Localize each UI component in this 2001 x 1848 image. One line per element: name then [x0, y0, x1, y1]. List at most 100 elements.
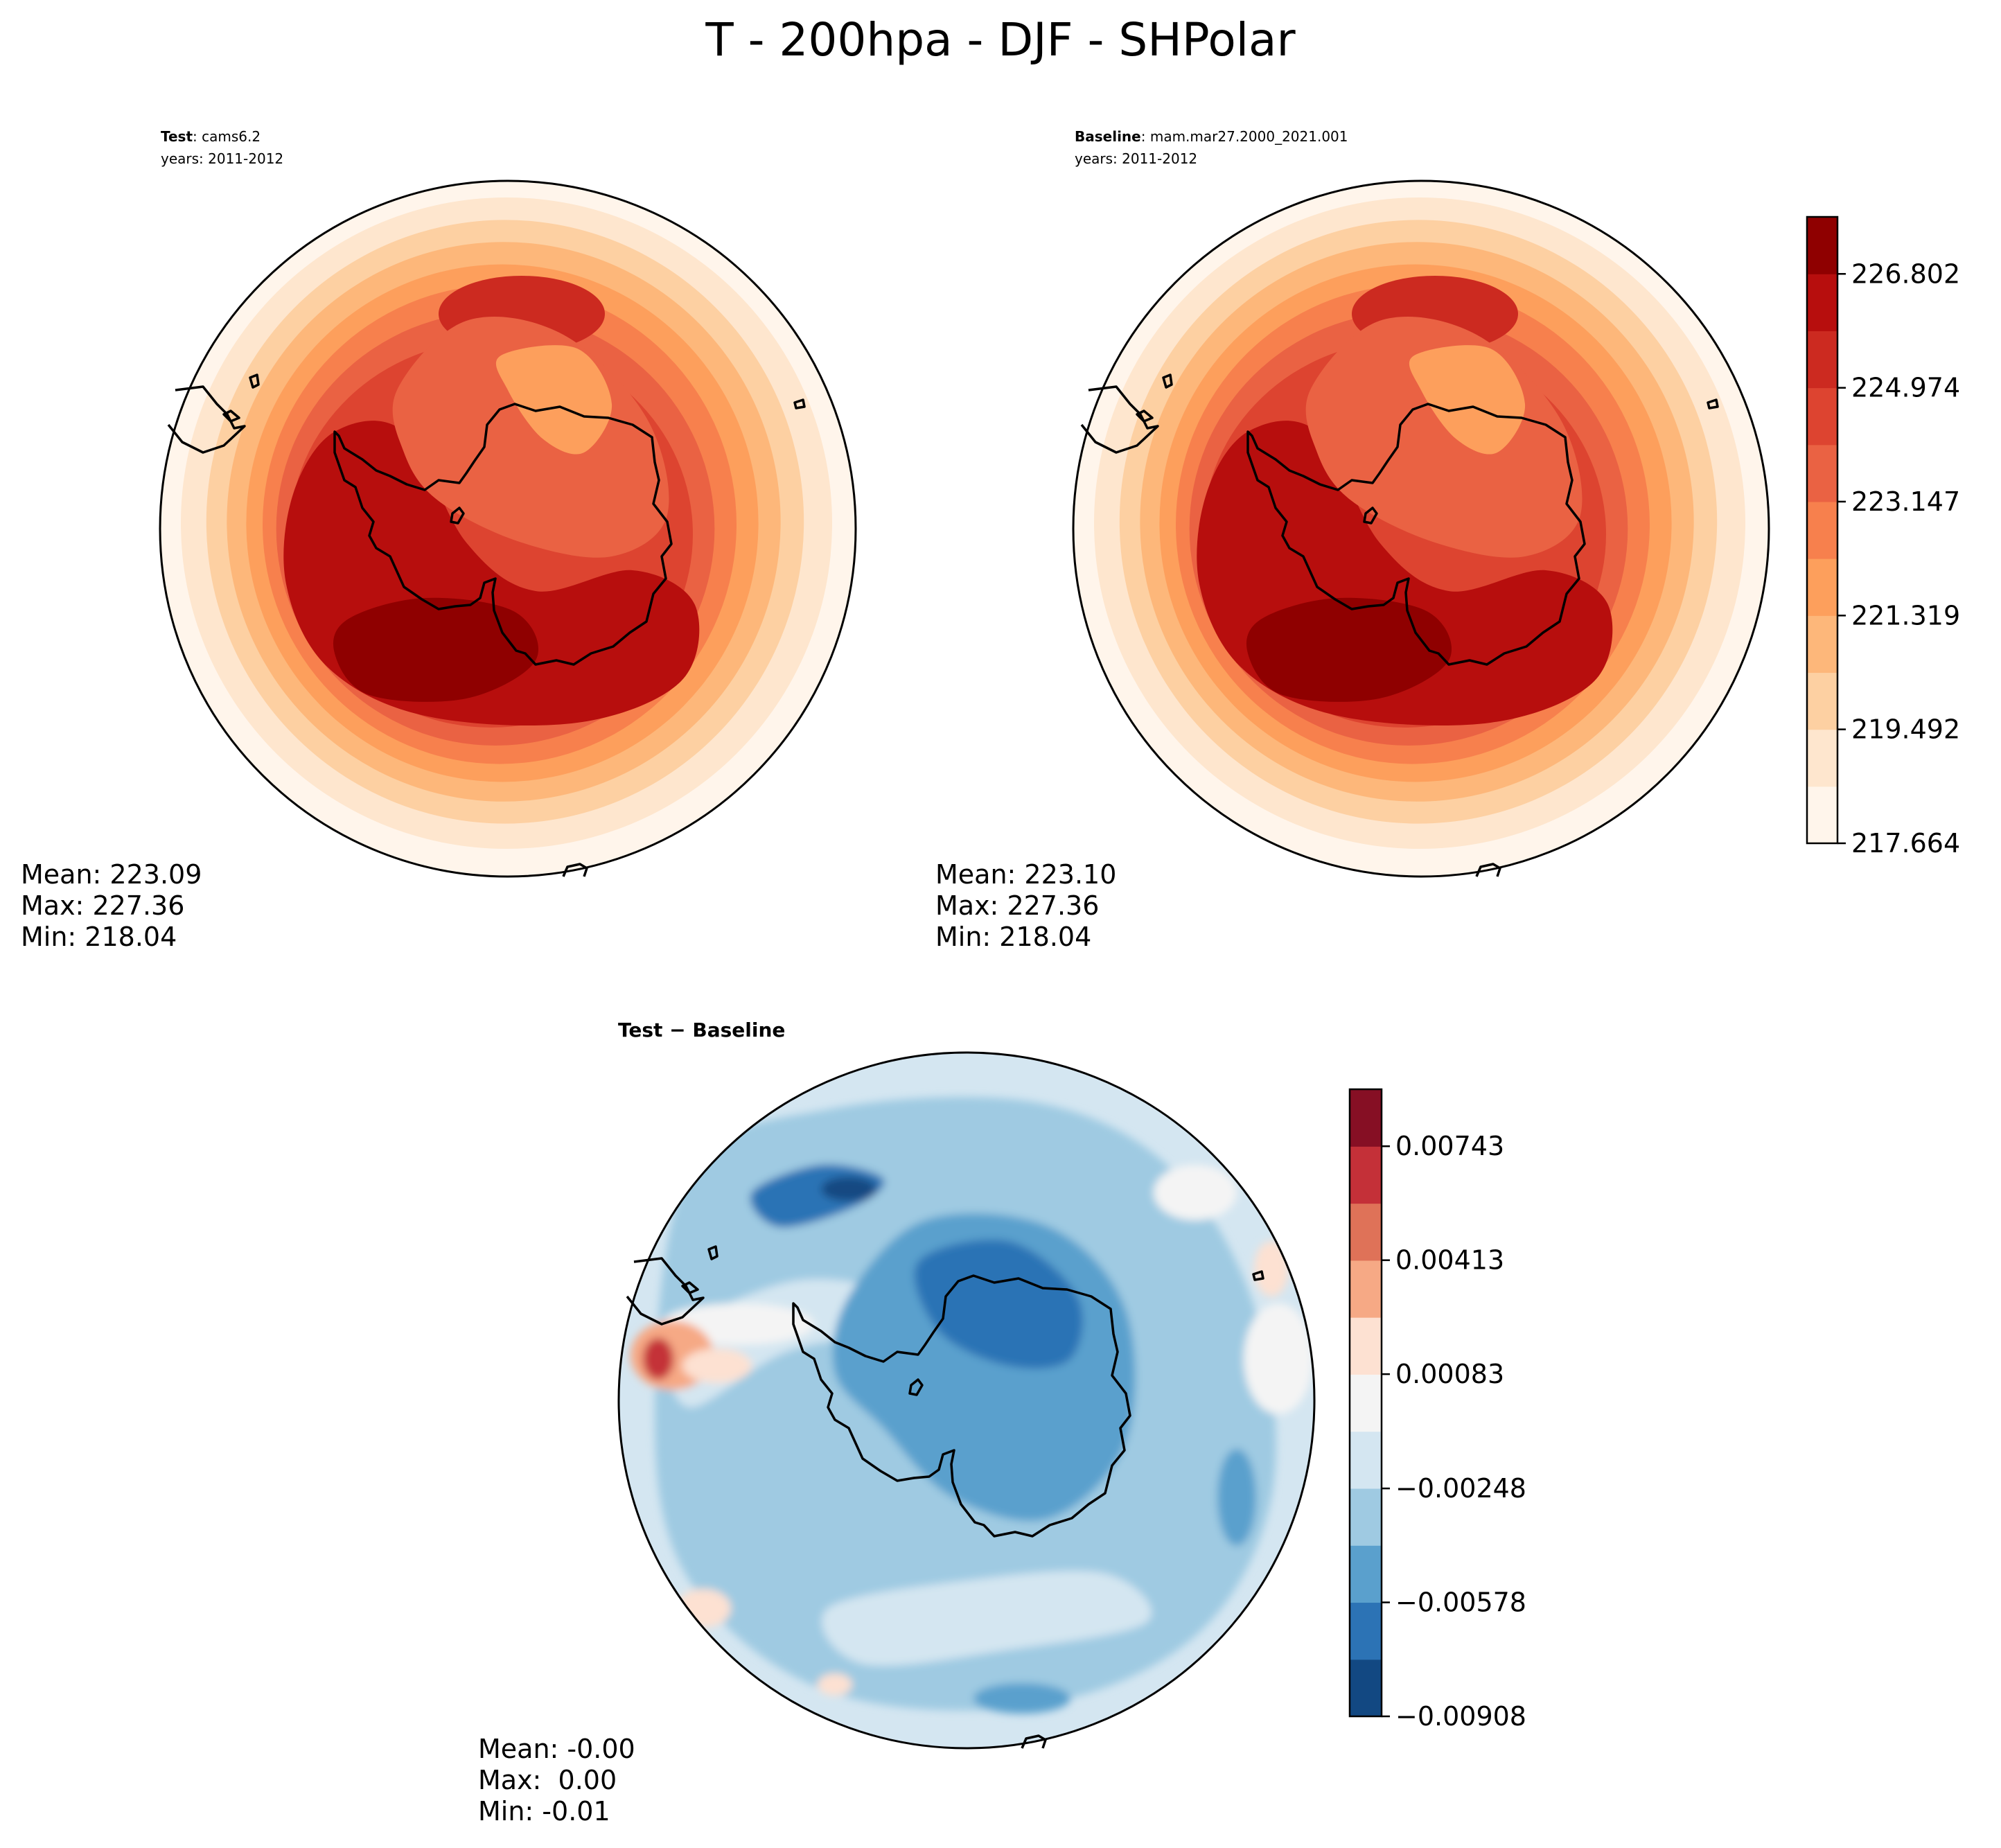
- colorbar-absolute-level-4: [1807, 558, 1837, 616]
- coast-south-america-tip: [562, 863, 588, 877]
- colorbar-absolute-tick-label: 223.147: [1851, 486, 1960, 517]
- figure-title: T - 200hpa - DJF - SHPolar: [705, 13, 1296, 67]
- coast-nz-coast-2: [222, 410, 240, 423]
- diff-level-2: [1217, 1449, 1256, 1546]
- colorbar-difference-level-9: [1350, 1146, 1382, 1204]
- map-boundary: [617, 1051, 1316, 1750]
- coast-nz-coast-2: [1136, 410, 1154, 423]
- diff-level-5: [1154, 1165, 1237, 1220]
- coast-south-america-tip: [1475, 863, 1501, 877]
- field-level-10: [333, 597, 539, 702]
- colorbar-difference-level-3: [1350, 1488, 1382, 1546]
- coast-small-island-2: [1707, 398, 1719, 410]
- colorbar-absolute-level-1: [1807, 729, 1837, 787]
- panel-test-subtitle: years: 2011-2012: [161, 150, 283, 167]
- diff-level-5: [1244, 1303, 1313, 1414]
- diff-level-6: [682, 1348, 752, 1383]
- colorbar-difference-tick-label: −0.00908: [1395, 1701, 1526, 1732]
- colorbar-difference-level-7: [1350, 1260, 1382, 1318]
- coast-small-island-1: [1162, 373, 1173, 389]
- panel-baseline-stats: Mean: 223.10 Max: 227.36 Min: 218.04: [935, 859, 1116, 952]
- diff-level-4: [822, 1571, 1152, 1666]
- baseline-coastlines: [1080, 373, 1719, 877]
- temperature-field: [160, 181, 856, 877]
- stat-max: Max: 227.36: [935, 890, 1099, 921]
- colorbar-difference-tick-label: 0.00413: [1395, 1245, 1504, 1276]
- colorbar-difference-tick-label: −0.00248: [1395, 1473, 1526, 1504]
- coast-peninsula-island: [1363, 507, 1378, 525]
- colorbar-absolute-level-3: [1807, 615, 1837, 674]
- map-boundary: [159, 179, 857, 878]
- colorbar-difference-level-1: [1350, 1602, 1382, 1660]
- panel-difference-stats: Mean: -0.00 Max: 0.00 Min: -0.01: [478, 1734, 635, 1827]
- colorbar-absolute-tick-label: 221.319: [1851, 600, 1960, 631]
- diff-level-2: [973, 1683, 1070, 1714]
- stat-min: Min: 218.04: [21, 922, 177, 952]
- colorbar-absolute-tick-label: 219.492: [1851, 714, 1960, 745]
- coast-nz-coast: [1080, 385, 1159, 454]
- coast-nz-coast: [626, 1257, 705, 1326]
- colorbar-difference-outline: [1348, 1088, 1383, 1718]
- field-level-4: [1409, 345, 1526, 455]
- colorbar-absolute-level-10: [1807, 217, 1837, 274]
- coast-antarctica: [792, 1274, 1131, 1538]
- baseline-map: [1073, 181, 1769, 877]
- colorbar-absolute-level-8: [1807, 331, 1837, 389]
- colorbar-difference: −0.00908 −0.00578 −0.00248 0.00083 0.00413 0.…: [1348, 1088, 1526, 1732]
- stat-min: Min: -0.01: [478, 1796, 610, 1827]
- coast-nz-coast: [167, 385, 246, 454]
- colorbar-difference-level-8: [1350, 1203, 1382, 1261]
- stat-min: Min: 218.04: [935, 922, 1091, 952]
- colorbar-absolute-outline: [1806, 215, 1839, 845]
- temperature-field: [1073, 181, 1769, 877]
- diff-level-0: [821, 1177, 876, 1202]
- coast-antarctica: [1246, 403, 1586, 666]
- coast-small-island-1: [249, 373, 260, 389]
- test-map: [160, 181, 856, 877]
- coast-peninsula-island: [450, 507, 465, 525]
- colorbar-absolute-level-6: [1807, 444, 1837, 502]
- stat-mean: Mean: 223.10: [935, 859, 1116, 890]
- coast-peninsula-island: [908, 1378, 924, 1396]
- colorbar-difference-tick-label: 0.00083: [1395, 1359, 1504, 1389]
- panel-test: Test: cams6.2 years: 2011-2012 Mean: 223…: [21, 128, 857, 952]
- colorbar-difference-tick-label: −0.00578: [1395, 1587, 1526, 1618]
- panel-baseline-title: Baseline: mam.mar27.2000_2021.001: [1075, 128, 1348, 145]
- coast-antarctica: [333, 403, 673, 666]
- coast-small-island-2: [1252, 1270, 1264, 1281]
- coast-nz-coast-2: [681, 1281, 699, 1294]
- test-coastlines: [167, 373, 806, 877]
- coast-small-island-1: [707, 1245, 719, 1260]
- stat-mean: Mean: -0.00: [478, 1734, 635, 1764]
- stat-max: Max: 227.36: [21, 890, 184, 921]
- diff-level-6: [818, 1673, 852, 1696]
- map-boundary: [1072, 179, 1770, 878]
- panel-baseline-subtitle: years: 2011-2012: [1075, 150, 1197, 167]
- colorbar-absolute-level-7: [1807, 387, 1837, 446]
- colorbar-absolute-level-2: [1807, 672, 1837, 730]
- diff-level-6: [676, 1589, 731, 1628]
- stat-mean: Mean: 223.09: [21, 859, 202, 890]
- stat-max: Max: 0.00: [478, 1765, 617, 1795]
- diff-level-6: [1254, 1241, 1289, 1296]
- colorbar-difference-level-5: [1350, 1374, 1382, 1432]
- panel-test-stats: Mean: 223.09 Max: 227.36 Min: 218.04: [21, 859, 202, 952]
- difference-coastlines: [626, 1245, 1264, 1749]
- colorbar-difference-level-0: [1350, 1659, 1382, 1717]
- colorbar-absolute-level-0: [1807, 786, 1837, 844]
- colorbar-absolute-tick-label: 224.974: [1851, 373, 1960, 403]
- colorbar-difference-tick-label: 0.00743: [1395, 1131, 1504, 1161]
- coast-south-america-tip: [1021, 1734, 1047, 1749]
- difference-map: [619, 1053, 1314, 1748]
- colorbar-absolute: 217.664 219.492 221.319 223.147 224.974 226.8…: [1806, 215, 1960, 859]
- field-level-10: [1246, 597, 1452, 702]
- field-level-4: [495, 345, 612, 455]
- colorbar-absolute-tick-label: 226.802: [1851, 258, 1960, 289]
- panel-baseline: Baseline: mam.mar27.2000_2021.001 years:…: [935, 128, 1770, 952]
- colorbar-difference-level-6: [1350, 1317, 1382, 1375]
- coast-small-island-2: [793, 398, 806, 410]
- colorbar-absolute-level-9: [1807, 274, 1837, 331]
- panel-difference: Test − Baseline Mean: -0.00 Max: 0.00 Mi…: [478, 1019, 1316, 1827]
- colorbar-difference-level-2: [1350, 1545, 1382, 1603]
